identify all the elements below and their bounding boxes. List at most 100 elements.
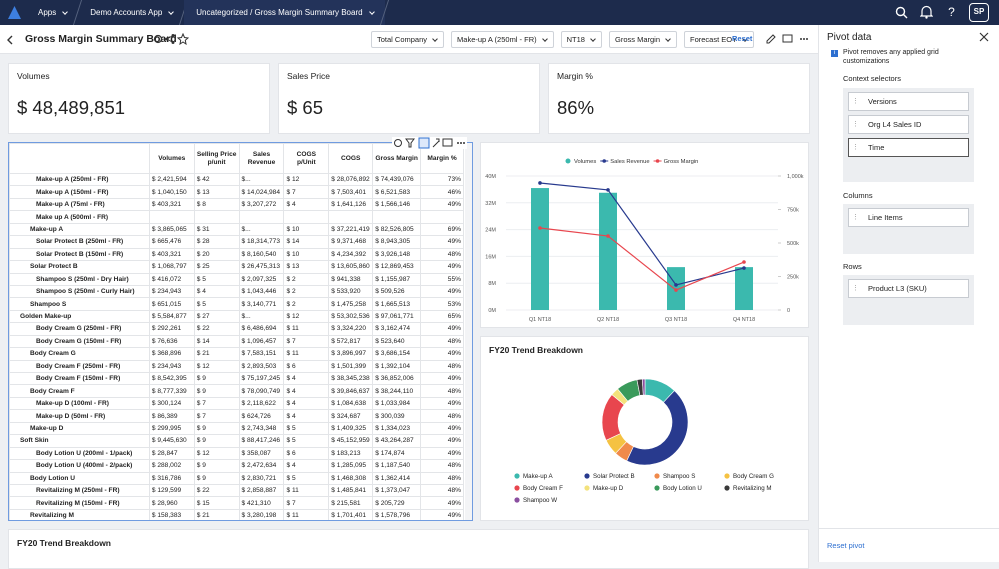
table-row: Make-up A $ 3,865,065 $ 31 $... $ 10 $ 37,221… [9, 222, 464, 237]
cell: $ 1,641,126 [328, 197, 374, 212]
filter-dropdown[interactable]: Forecast EOY [684, 31, 755, 48]
table-card: Volumes Selling Price p/unit Sales Revenue… [8, 142, 473, 521]
app-tab[interactable]: Uncategorized / Gross Margin Summary Boa… [184, 0, 385, 25]
table-row: Revitalizing M (150ml - FR) $ 28,960 $ 15 $… [9, 496, 464, 510]
table-row: Body Lotion U $ 316,786 $ 9 $ 2,830,721 $ 5 $… [9, 471, 464, 485]
pivot-item[interactable]: Org L4 Sales ID ⋮ [848, 115, 969, 134]
help-icon[interactable]: ? [945, 5, 958, 19]
cell: $ 7,503,401 [328, 185, 374, 199]
title-icons[interactable] [153, 33, 189, 45]
logo [8, 6, 21, 19]
cell [420, 210, 464, 224]
cell: $ 3,207,272 [238, 197, 285, 212]
pie-title: FY20 Trend Breakdown [489, 345, 583, 355]
line-point [538, 181, 542, 185]
table-row: Make-up D $ 299,995 $ 9 $ 2,743,348 $ 5 $ 1,4… [9, 421, 464, 436]
legend-swatch [602, 159, 607, 163]
line-point [674, 283, 678, 287]
pie-slice [626, 390, 689, 466]
pivot-divider [819, 528, 999, 529]
table-row: Body Cream G (250ml - FR) $ 292,261 $ 22 $ … [9, 322, 464, 336]
reset-button[interactable]: Reset [732, 34, 753, 43]
svg-text:?: ? [948, 5, 955, 19]
y-tick-label: 8M [488, 281, 496, 287]
row-label: Make-up A (250ml - FR) [9, 172, 150, 187]
cell: 49% [420, 508, 464, 520]
cell: $ 158,383 [148, 508, 195, 520]
kpi-label: Sales Price [287, 71, 330, 81]
legend-label: Volumes [574, 159, 596, 165]
legend-swatch [655, 159, 660, 163]
legend-label: Shampoo S [663, 473, 695, 480]
cell [328, 210, 374, 224]
cell: $ 234,943 [148, 284, 195, 299]
row-label: Make-up A [9, 222, 150, 237]
x-tick-label: Q4 NT18 [733, 317, 755, 323]
search-icon[interactable] [895, 6, 908, 19]
y-tick-label: 32M [485, 201, 496, 207]
row-label: Solar Protect B (250ml - FR) [9, 235, 150, 249]
line-series [539, 182, 745, 286]
kpi-value: 86% [557, 97, 595, 118]
cell: $ 37,221,419 [328, 222, 374, 237]
app-tab[interactable]: Apps [26, 0, 78, 25]
legend-label: Gross Margin [664, 159, 699, 165]
pivot-item[interactable]: Versions ⋮ [848, 92, 969, 111]
table-row: Body Cream G (150ml - FR) $ 76,636 $ 14 $ 1… [9, 334, 464, 349]
legend-label: Body Lotion U [663, 485, 702, 492]
line-point [742, 266, 746, 270]
x-tick-label: Q1 NT18 [529, 317, 551, 323]
pivot-item[interactable]: Time ⋮ [848, 138, 969, 157]
filter-dropdown[interactable]: Total Company [371, 31, 445, 48]
filter-dropdown[interactable]: Make-up A (250ml - FR) [451, 31, 554, 48]
section-box: Line Items ⋮ [843, 204, 974, 254]
legend-swatch [565, 158, 571, 164]
back-icon[interactable] [6, 35, 14, 45]
bar [531, 188, 549, 310]
cell: 49% [420, 235, 464, 249]
cell: $... [238, 172, 285, 187]
legend-swatch [584, 473, 590, 479]
cell: $ 665,476 [148, 235, 195, 249]
legend-swatch [514, 497, 520, 503]
filter-dropdown[interactable]: NT18 [560, 31, 602, 48]
table-row: Body Cream G $ 368,896 $ 21 $ 7,583,151 $ 11… [9, 347, 464, 361]
line-point [606, 188, 610, 192]
cell: 46% [420, 185, 464, 199]
section-title: Columns [843, 191, 873, 200]
pivot-item[interactable]: Product L3 (SKU) ⋮ [848, 279, 969, 298]
section-box: Product L3 (SKU) ⋮ [843, 275, 974, 325]
pivot-item[interactable]: Line Items ⋮ [848, 208, 969, 227]
table-row: Revitalizing M $ 158,383 $ 21 $ 3,280,198 $ … [9, 508, 464, 520]
section-title: Rows [843, 262, 862, 271]
bottom-card-title: FY20 Trend Breakdown [17, 538, 111, 548]
table-row: Golden Make-up $ 5,584,877 $ 27 $... $ 12 $ 5… [9, 309, 464, 324]
cell: $ 13 [193, 185, 240, 199]
bell-icon[interactable] [920, 5, 933, 19]
y2-tick-label: 250k [787, 275, 799, 281]
app-tab[interactable]: Demo Accounts App [78, 0, 184, 25]
grid-toolbar[interactable] [392, 137, 467, 149]
row-label: Revitalizing M [9, 508, 150, 520]
line-point [606, 234, 610, 238]
filter-dropdown[interactable]: Gross Margin [608, 31, 677, 48]
table-row: Body Cream F (250ml - FR) $ 234,943 $ 12 $ … [9, 359, 464, 374]
table-row: Make-up A (250ml - FR) $ 2,421,594 $ 42 $..… [9, 172, 464, 187]
y-tick-label: 24M [485, 228, 496, 234]
table-row: Shampoo S (250ml - Curly Hair) $ 234,943 $… [9, 284, 464, 299]
reset-pivot[interactable]: Reset pivot [827, 541, 865, 550]
row-label: Make-up A (75ml - FR) [9, 197, 150, 212]
line-point [674, 288, 678, 292]
legend-label: Make-up D [593, 485, 624, 492]
avatar[interactable]: SP [969, 3, 989, 22]
cell: $ 9,371,468 [328, 235, 374, 249]
row-label: Make-up A (150ml - FR) [9, 185, 150, 199]
pie-slice [641, 378, 646, 396]
cell: $ 3,280,198 [238, 508, 285, 520]
cell: $ 403,321 [148, 197, 195, 212]
y-tick-label: 40M [485, 174, 496, 180]
close-icon[interactable] [979, 32, 989, 42]
cell: $ 26,475,313 [238, 260, 285, 274]
header-icons[interactable] [765, 33, 811, 45]
